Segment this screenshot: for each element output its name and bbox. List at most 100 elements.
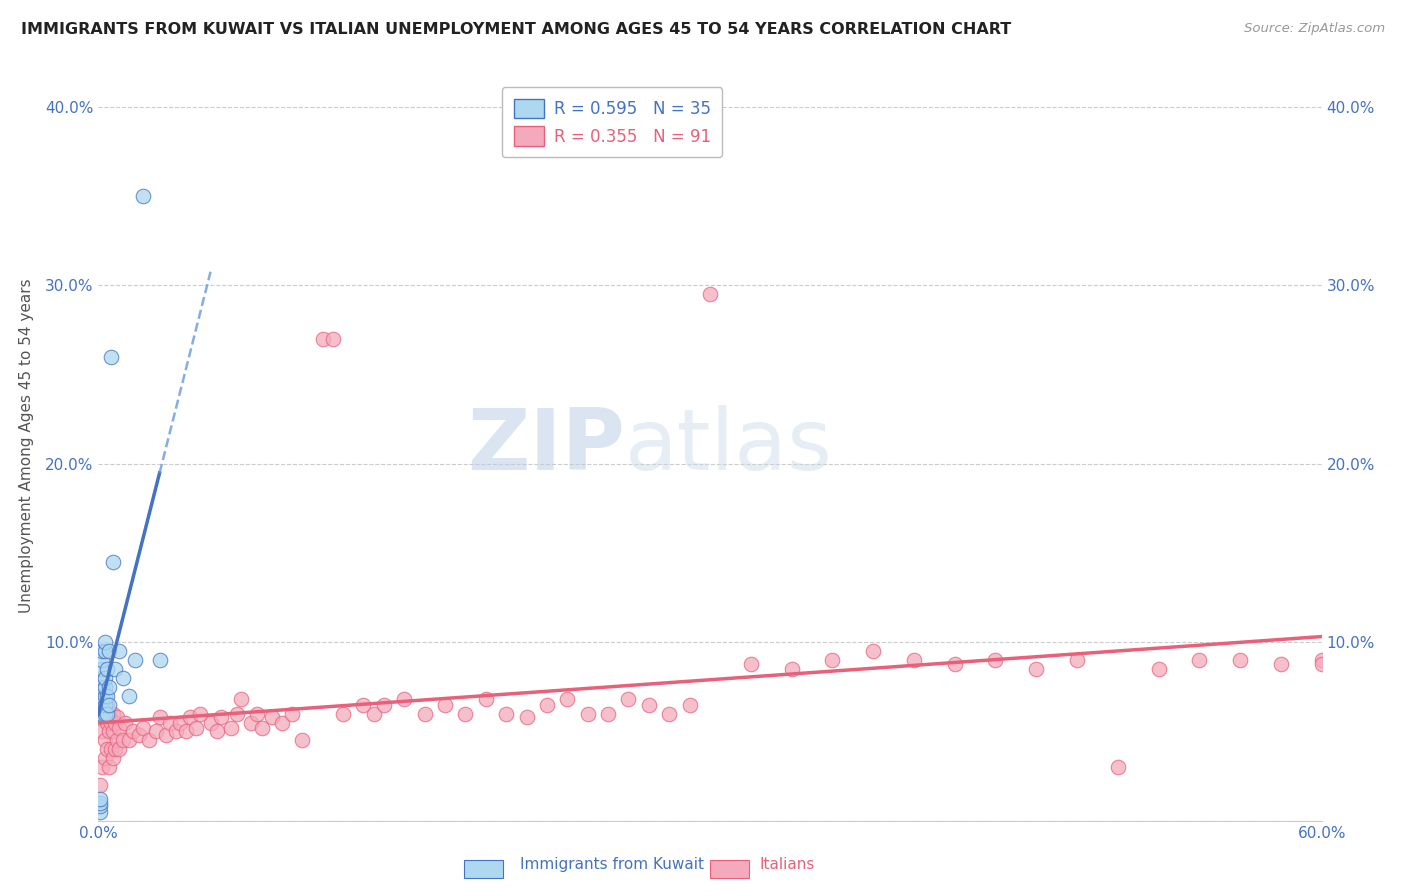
Point <box>91 689 114 703</box>
Point <box>96 706 118 721</box>
Point <box>108 721 131 735</box>
Point <box>984 653 1007 667</box>
Point <box>1270 657 1292 671</box>
Point <box>89 706 111 721</box>
Point <box>1310 657 1333 671</box>
Point <box>124 653 146 667</box>
Point <box>114 715 136 730</box>
Point <box>291 733 314 747</box>
Point <box>96 715 118 730</box>
Legend: R = 0.595   N = 35, R = 0.355   N = 91: R = 0.595 N = 35, R = 0.355 N = 91 <box>502 87 723 157</box>
Point <box>91 662 114 676</box>
Point <box>91 644 114 658</box>
Point <box>474 692 498 706</box>
Point <box>101 555 124 569</box>
Point <box>392 692 416 706</box>
Point <box>108 742 131 756</box>
Point <box>97 760 120 774</box>
Point <box>93 635 115 649</box>
Point <box>93 671 115 685</box>
Point <box>91 671 114 685</box>
Point <box>699 287 721 301</box>
Point <box>352 698 374 712</box>
Point <box>1107 760 1129 774</box>
Point <box>413 706 436 721</box>
Point <box>118 689 141 703</box>
Text: ZIP: ZIP <box>467 404 624 488</box>
Point <box>91 760 114 774</box>
Point <box>903 653 925 667</box>
Point <box>1188 653 1211 667</box>
Point <box>312 332 335 346</box>
Point <box>100 350 122 364</box>
Point <box>91 680 114 694</box>
Point <box>679 698 702 712</box>
Point <box>97 680 120 694</box>
Point <box>118 733 141 747</box>
Point <box>89 792 111 806</box>
Point <box>363 706 385 721</box>
Point <box>637 698 661 712</box>
Point <box>104 715 127 730</box>
Point <box>93 689 115 703</box>
Point <box>658 706 681 721</box>
Point <box>97 706 120 721</box>
Point <box>174 724 197 739</box>
Point <box>1025 662 1047 676</box>
Point <box>332 706 354 721</box>
Point <box>104 742 127 756</box>
Point <box>101 706 124 721</box>
Point <box>149 653 172 667</box>
Point <box>93 644 115 658</box>
Point <box>93 733 115 747</box>
Point <box>93 751 115 765</box>
Point <box>108 644 131 658</box>
Point <box>91 653 114 667</box>
Point <box>89 805 111 819</box>
Point <box>1310 653 1333 667</box>
Point <box>138 733 160 747</box>
Point <box>943 657 966 671</box>
Point <box>93 698 115 712</box>
Point <box>165 724 187 739</box>
Point <box>105 710 128 724</box>
Point <box>96 698 118 712</box>
Point <box>149 710 172 724</box>
Text: Source: ZipAtlas.com: Source: ZipAtlas.com <box>1244 22 1385 36</box>
Point <box>322 332 344 346</box>
Point <box>821 653 844 667</box>
Point <box>97 724 120 739</box>
Point <box>270 715 294 730</box>
Point <box>89 799 111 814</box>
Point <box>536 698 558 712</box>
Point <box>231 692 253 706</box>
Point <box>93 706 115 721</box>
Point <box>1147 662 1170 676</box>
Point <box>1066 653 1088 667</box>
Point <box>89 796 111 810</box>
Point <box>862 644 884 658</box>
Point <box>93 680 115 694</box>
Point <box>780 662 803 676</box>
Point <box>598 706 620 721</box>
Point <box>555 692 579 706</box>
Point <box>132 189 155 203</box>
Point <box>111 671 134 685</box>
Text: Italians: Italians <box>759 857 814 872</box>
Point <box>200 715 222 730</box>
Point <box>219 721 242 735</box>
Text: atlas: atlas <box>624 404 832 488</box>
Point <box>179 710 201 724</box>
Text: IMMIGRANTS FROM KUWAIT VS ITALIAN UNEMPLOYMENT AMONG AGES 45 TO 54 YEARS CORRELA: IMMIGRANTS FROM KUWAIT VS ITALIAN UNEMPL… <box>21 22 1011 37</box>
Point <box>91 698 114 712</box>
Point <box>97 644 120 658</box>
Point <box>89 778 111 792</box>
Point <box>145 724 167 739</box>
Point <box>122 724 145 739</box>
Point <box>260 710 283 724</box>
Point <box>104 662 127 676</box>
Point <box>226 706 249 721</box>
Point <box>96 689 118 703</box>
Text: Immigrants from Kuwait: Immigrants from Kuwait <box>520 857 704 872</box>
Point <box>169 715 191 730</box>
